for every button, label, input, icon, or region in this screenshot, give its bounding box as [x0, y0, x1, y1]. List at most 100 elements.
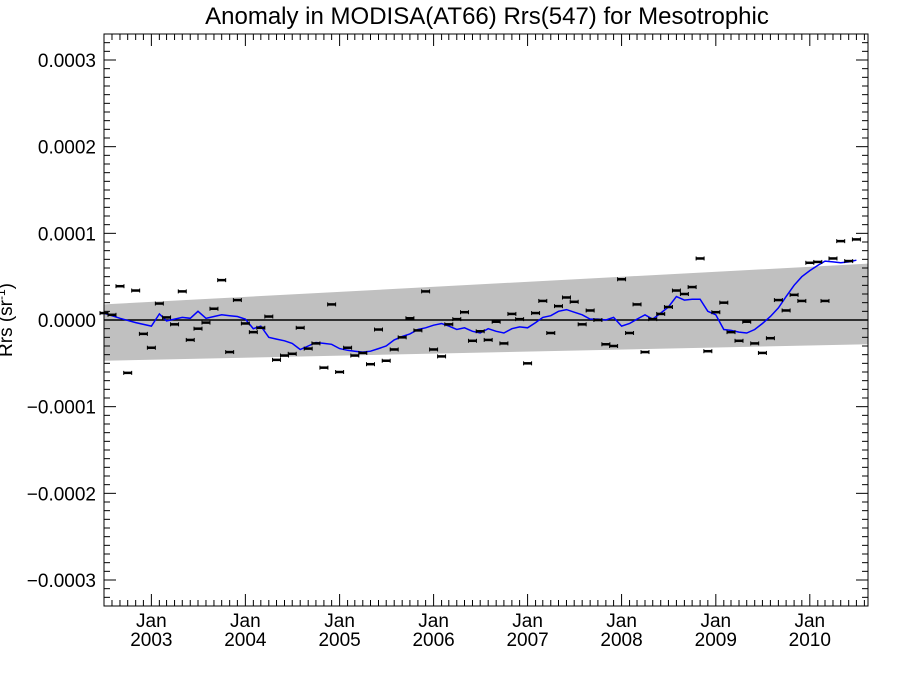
anomaly-point [797, 298, 807, 303]
x-tick-year-label: 2010 [789, 630, 831, 651]
y-tick-label: 0.0001 [38, 224, 96, 245]
anomaly-point [366, 362, 376, 367]
y-tick-label: −0.0001 [27, 398, 96, 419]
anomaly-point [256, 325, 266, 330]
anomaly-point [162, 315, 172, 320]
x-tick-year-label: 2006 [412, 630, 454, 651]
anomaly-point [719, 300, 729, 305]
x-tick-year-label: 2007 [506, 630, 548, 651]
anomaly-point [452, 317, 462, 322]
anomaly-point [515, 317, 525, 322]
anomaly-point [217, 278, 227, 283]
anomaly-point [154, 301, 164, 306]
anomaly-point [397, 335, 407, 340]
anomaly-point [813, 259, 823, 264]
anomaly-point [844, 259, 854, 264]
x-tick-month-label: Jan [512, 611, 543, 632]
anomaly-point [703, 349, 713, 354]
x-tick-year-label: 2003 [130, 630, 172, 651]
anomaly-point [773, 298, 783, 303]
y-axis-label-superscript: -1 [0, 289, 8, 300]
anomaly-point [303, 346, 313, 351]
anomaly-point [507, 311, 517, 316]
anomaly-point [343, 345, 353, 350]
anomaly-point [531, 311, 541, 316]
anomaly-point [546, 331, 556, 335]
y-tick-label: −0.0002 [27, 484, 96, 505]
anomaly-point [625, 331, 635, 335]
anomaly-point [593, 318, 603, 322]
anomaly-point [577, 322, 587, 327]
anomaly-point [663, 305, 673, 309]
x-tick-month-label: Jan [324, 611, 355, 632]
anomaly-point [561, 295, 571, 300]
anomaly-point [467, 338, 477, 343]
x-tick-month-label: Jan [794, 611, 825, 632]
anomaly-point [319, 365, 329, 370]
anomaly-point [232, 298, 242, 303]
anomaly-point [185, 337, 195, 342]
anomaly-point [569, 299, 579, 304]
anomaly-point [523, 361, 533, 366]
anomaly-point [107, 312, 117, 317]
anomaly-point [311, 341, 321, 346]
x-tick-year-label: 2009 [695, 630, 737, 651]
anomaly-point [851, 237, 861, 242]
anomaly-point [389, 347, 399, 352]
uncertainty-band [104, 263, 868, 361]
anomaly-point [820, 298, 830, 303]
anomaly-point [828, 256, 838, 261]
anomaly-point [240, 321, 250, 326]
anomaly-point [421, 289, 431, 294]
anomaly-point [483, 337, 493, 342]
anomaly-point [287, 351, 297, 356]
x-tick-year-label: 2004 [224, 630, 267, 651]
anomaly-point [437, 354, 447, 359]
anomaly-point [272, 357, 282, 362]
anomaly-point [209, 306, 219, 311]
anomaly-point [115, 284, 125, 289]
anomaly-point [789, 292, 799, 297]
anomaly-point [750, 341, 760, 346]
y-axis-label: Rrs (sr-1) [0, 283, 17, 357]
anomaly-point [687, 285, 697, 290]
anomaly-point [734, 338, 744, 343]
anomaly-point [640, 350, 650, 355]
anomaly-point [781, 308, 791, 313]
anomaly-point [475, 329, 485, 334]
anomaly-point [671, 288, 681, 293]
anomaly-point [225, 350, 235, 355]
anomaly-point [805, 260, 815, 265]
chart-title: Anomaly in MODISA(AT66) Rrs(547) for Mes… [205, 3, 769, 30]
x-tick-month-label: Jan [418, 611, 449, 632]
anomaly-point [491, 319, 501, 324]
y-axis-label-main: Rrs (sr [0, 299, 17, 357]
anomaly-point [193, 326, 203, 331]
anomaly-point [765, 336, 775, 341]
anomaly-point [264, 314, 274, 319]
x-tick-month-label: Jan [136, 611, 167, 632]
anomaly-point [648, 317, 658, 322]
anomaly-point [201, 320, 211, 325]
anomaly-point [381, 358, 391, 363]
anomaly-point [609, 344, 619, 348]
anomaly-point [146, 345, 156, 350]
anomaly-point [742, 319, 752, 324]
anomaly-point [679, 292, 689, 296]
anomaly-point [726, 330, 736, 335]
anomaly-point [711, 310, 721, 315]
x-tick-year-label: 2008 [600, 630, 642, 651]
y-axis-label-close: ) [0, 283, 17, 289]
anomaly-point [632, 302, 642, 307]
anomaly-point [248, 330, 258, 335]
anomaly-point [429, 347, 439, 352]
anomaly-point [177, 289, 187, 294]
anomaly-point [295, 325, 305, 330]
anomaly-point [170, 322, 180, 327]
anomaly-point [123, 370, 133, 375]
x-tick-month-label: Jan [606, 611, 637, 632]
anomaly-point [585, 308, 595, 313]
anomaly-point [327, 302, 337, 307]
y-tick-label: −0.0003 [27, 571, 96, 592]
